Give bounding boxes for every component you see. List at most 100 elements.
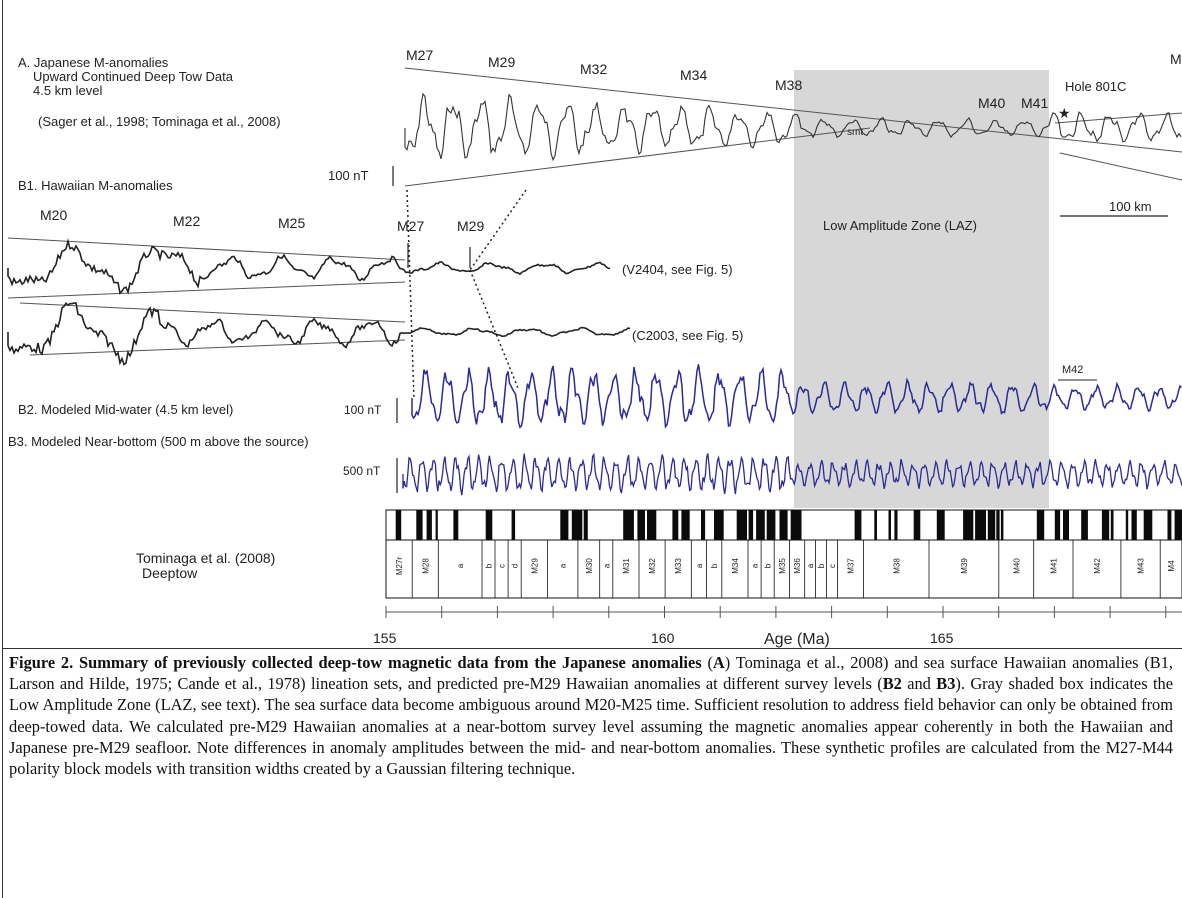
chron-block-label: M43 [1137, 558, 1146, 574]
chron-label-b1: M29 [457, 218, 484, 234]
figure-caption-divider [2, 648, 1182, 649]
c2003-label: (C2003, see Fig. 5) [632, 328, 743, 343]
polarity-stripe [1054, 510, 1061, 540]
panel-a-subtitle: Upward Continued Deep Tow Data [33, 69, 234, 84]
caption-text: ) Tominaga et al., 2008) and sea surface… [9, 653, 1174, 694]
timescale-source-sub: Deeptow [142, 565, 198, 581]
polarity-stripe [996, 510, 1000, 540]
polarity-stripe [1131, 510, 1137, 540]
polarity-stripe [485, 510, 493, 540]
panel-a-level: 4.5 km level [33, 83, 102, 98]
panel-a-title: A. Japanese M-anomalies [18, 55, 169, 70]
polarity-stripe [854, 510, 862, 540]
chron-block-label: M30 [585, 558, 594, 574]
polarity-stripe [637, 510, 645, 540]
chron-block-label: M42 [1093, 558, 1102, 574]
panel-a-envelope [404, 67, 1182, 153]
polarity-stripe [1110, 510, 1114, 540]
polarity-stripe [571, 510, 583, 540]
polarity-stripe [453, 510, 459, 540]
chron-label-b1: M27 [397, 218, 424, 234]
hole-801c-label: Hole 801C [1065, 79, 1126, 94]
figure-border-left [2, 0, 3, 898]
polarity-stripe [874, 510, 877, 540]
polarity-stripe [1081, 510, 1088, 540]
chron-block-label: b [485, 563, 494, 568]
polarity-stripe [1063, 510, 1069, 540]
polarity-bar [395, 510, 1182, 540]
chron-block-label: a [456, 563, 465, 568]
chron-block-label: M41 [1049, 558, 1058, 574]
v2404-label: (V2404, see Fig. 5) [622, 262, 733, 277]
polarity-stripe [701, 510, 706, 540]
chron-block-label: c [498, 564, 507, 568]
chron-block-label: M28 [421, 558, 430, 574]
caption-bold-b2: B2 [882, 674, 902, 694]
panel-b3-scale-label: 500 nT [343, 464, 381, 478]
chron-block-label: M31 [622, 558, 631, 574]
polarity-stripe [1036, 510, 1045, 540]
chron-block-label: M33 [674, 558, 683, 574]
correlation-line [469, 269, 519, 389]
polarity-stripe [790, 510, 802, 540]
polarity-stripe [1125, 510, 1129, 540]
polarity-stripe [736, 510, 747, 540]
b1-envelope [7, 281, 406, 299]
chron-label-a: M41 [1021, 95, 1048, 111]
polarity-stripe [672, 510, 679, 540]
polarity-stripe [1000, 510, 1004, 540]
correlation-line [469, 189, 527, 271]
polarity-stripe [1167, 510, 1172, 540]
age-tick-label: 165 [930, 630, 954, 646]
chron-block-label: M29 [530, 558, 539, 574]
panel-a-anomaly-trace [404, 92, 1182, 162]
chron-block-label: M27r [395, 557, 404, 576]
polarity-stripe [416, 510, 423, 540]
panel-a-references: (Sager et al., 1998; Tominaga et al., 20… [38, 114, 281, 129]
polarity-stripe [779, 510, 788, 540]
panel-a-envelope [404, 127, 871, 187]
caption-bold-b3: B3 [936, 674, 956, 694]
chron-block-label: M40 [1012, 558, 1021, 574]
polarity-stripe [583, 510, 588, 540]
chron-block-label: c [828, 564, 837, 568]
b2-midwater-trace [411, 364, 1182, 429]
polarity-stripe [714, 510, 724, 540]
polarity-stripe [894, 510, 898, 540]
polarity-stripe [1174, 510, 1182, 540]
polarity-stripe [756, 510, 765, 540]
chron-label-a: M29 [488, 54, 515, 70]
panel-b3-title: B3. Modeled Near-bottom (500 m above the… [8, 434, 309, 449]
m42-marker-label: M42 [1062, 364, 1083, 376]
panel-a-envelope [1054, 112, 1182, 124]
c2003-profile-trace [7, 301, 631, 366]
caption-text: ). Gray shaded box indicates the Low Amp… [9, 674, 1173, 779]
polarity-stripe [511, 510, 516, 540]
b1-envelope [7, 237, 406, 261]
panel-b1-title: B1. Hawaiian M-anomalies [18, 178, 173, 193]
polarity-stripe [1143, 510, 1153, 540]
panel-a-scale-label: 100 nT [328, 168, 369, 183]
chron-block-label: M34 [731, 558, 740, 574]
chron-block-label: b [764, 563, 773, 568]
age-tick-label: 155 [373, 630, 397, 646]
chron-block-label: b [710, 563, 719, 568]
polarity-stripe [681, 510, 690, 540]
panel-a-envelope [1059, 152, 1182, 181]
b1-envelope [19, 302, 406, 323]
panel-b2-scale-label: 100 nT [344, 403, 382, 417]
chron-block-label: a [806, 563, 815, 568]
chron-block-label: a [602, 563, 611, 568]
polarity-stripe [560, 510, 569, 540]
caption-lead: Figure 2. Summary of previously collecte… [9, 653, 702, 672]
polarity-stripe [647, 510, 657, 540]
chron-label-a: M [1170, 51, 1182, 67]
timescale-source: Tominaga et al. (2008) [136, 550, 275, 566]
polarity-stripe [963, 510, 974, 540]
figure-graphic: A. Japanese M-anomalies Upward Continued… [7, 47, 1182, 648]
chron-block-label: M37 [847, 558, 856, 574]
age-axis-label: Age (Ma) [764, 631, 830, 648]
polarity-stripe [766, 510, 776, 540]
polarity-stripe [936, 510, 945, 540]
chron-label-a: M38 [775, 77, 802, 93]
